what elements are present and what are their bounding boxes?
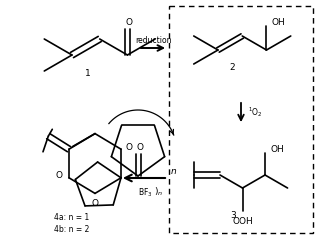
- Text: 4b: n = 2: 4b: n = 2: [54, 224, 90, 234]
- Text: OOH: OOH: [232, 217, 253, 226]
- Text: OH: OH: [271, 18, 286, 27]
- Text: $^1$O$_2$: $^1$O$_2$: [248, 105, 262, 119]
- Text: )$_n$: )$_n$: [154, 186, 164, 198]
- Text: O: O: [126, 18, 133, 27]
- Text: 4a: n = 1: 4a: n = 1: [54, 213, 90, 223]
- Text: O: O: [137, 142, 144, 152]
- Text: O: O: [92, 199, 99, 208]
- Text: OH: OH: [270, 145, 284, 154]
- Text: O: O: [125, 143, 132, 152]
- Text: 1: 1: [85, 69, 91, 77]
- Text: BF$_3$: BF$_3$: [137, 187, 152, 199]
- Text: 3: 3: [230, 211, 236, 219]
- Text: O: O: [56, 171, 63, 180]
- Text: 2: 2: [229, 64, 235, 72]
- Text: reduction: reduction: [135, 36, 171, 44]
- Text: n: n: [171, 167, 177, 175]
